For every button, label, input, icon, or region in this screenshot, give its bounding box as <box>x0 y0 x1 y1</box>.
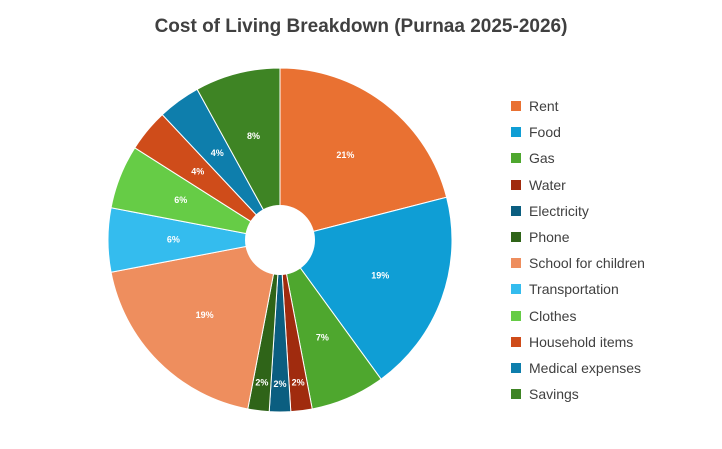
slice-data-label: 6% <box>174 195 187 205</box>
slice-data-label: 6% <box>167 234 180 244</box>
slice-data-label: 21% <box>336 150 354 160</box>
pie-slice-savings <box>196 67 281 241</box>
legend-swatch <box>511 127 521 138</box>
legend-label: Savings <box>529 386 579 403</box>
legend-label: Transportation <box>529 281 619 298</box>
legend-swatch <box>511 389 521 400</box>
legend-label: Food <box>529 124 561 141</box>
legend-item: Household items <box>511 329 645 355</box>
legend-swatch <box>511 179 521 190</box>
legend-item: Gas <box>511 145 645 171</box>
slice-data-label: 4% <box>191 166 204 176</box>
pie-slice-food <box>279 196 453 380</box>
legend-label: Rent <box>529 98 559 115</box>
slice-data-label: 7% <box>316 332 329 342</box>
legend-item: Food <box>511 119 645 145</box>
legend-swatch <box>511 362 521 373</box>
legend-label: School for children <box>529 255 645 272</box>
chart-legend: Rent Food Gas Water Electricity Phone School f… <box>511 93 645 407</box>
legend-label: Electricity <box>529 202 589 219</box>
legend-item: Rent <box>511 93 645 119</box>
legend-item: School for children <box>511 250 645 276</box>
legend-item: Phone <box>511 224 645 250</box>
slice-data-label: 19% <box>196 310 214 320</box>
legend-label: Clothes <box>529 307 577 324</box>
legend-label: Household items <box>529 333 634 350</box>
legend-swatch <box>511 101 521 112</box>
slice-data-label: 4% <box>211 148 224 158</box>
slice-data-label: 8% <box>247 131 260 141</box>
legend-item: Water <box>511 172 645 198</box>
donut-hole <box>245 205 315 275</box>
legend-item: Savings <box>511 381 645 407</box>
legend-item: Electricity <box>511 198 645 224</box>
legend-swatch <box>511 336 521 347</box>
legend-label: Water <box>529 176 566 193</box>
legend-label: Medical expenses <box>529 359 642 376</box>
legend-item: Transportation <box>511 276 645 302</box>
slice-data-label: 2% <box>292 378 305 388</box>
legend-label: Gas <box>529 150 555 167</box>
slice-data-label: 19% <box>371 270 389 280</box>
legend-swatch <box>511 232 521 243</box>
legend-item: Medical expenses <box>511 355 645 381</box>
pie-slice-school-for-children <box>110 239 281 410</box>
legend-swatch <box>511 153 521 164</box>
legend-item: Clothes <box>511 303 645 329</box>
pie-slice-rent <box>279 67 448 241</box>
legend-swatch <box>511 284 521 295</box>
slice-data-label: 2% <box>273 379 286 389</box>
chart-title: Cost of Living Breakdown (Purnaa 2025-20… <box>154 16 568 37</box>
legend-label: Phone <box>529 229 570 246</box>
slice-data-label: 2% <box>255 378 268 388</box>
legend-swatch <box>511 258 521 269</box>
legend-swatch <box>511 310 521 321</box>
legend-swatch <box>511 205 521 216</box>
